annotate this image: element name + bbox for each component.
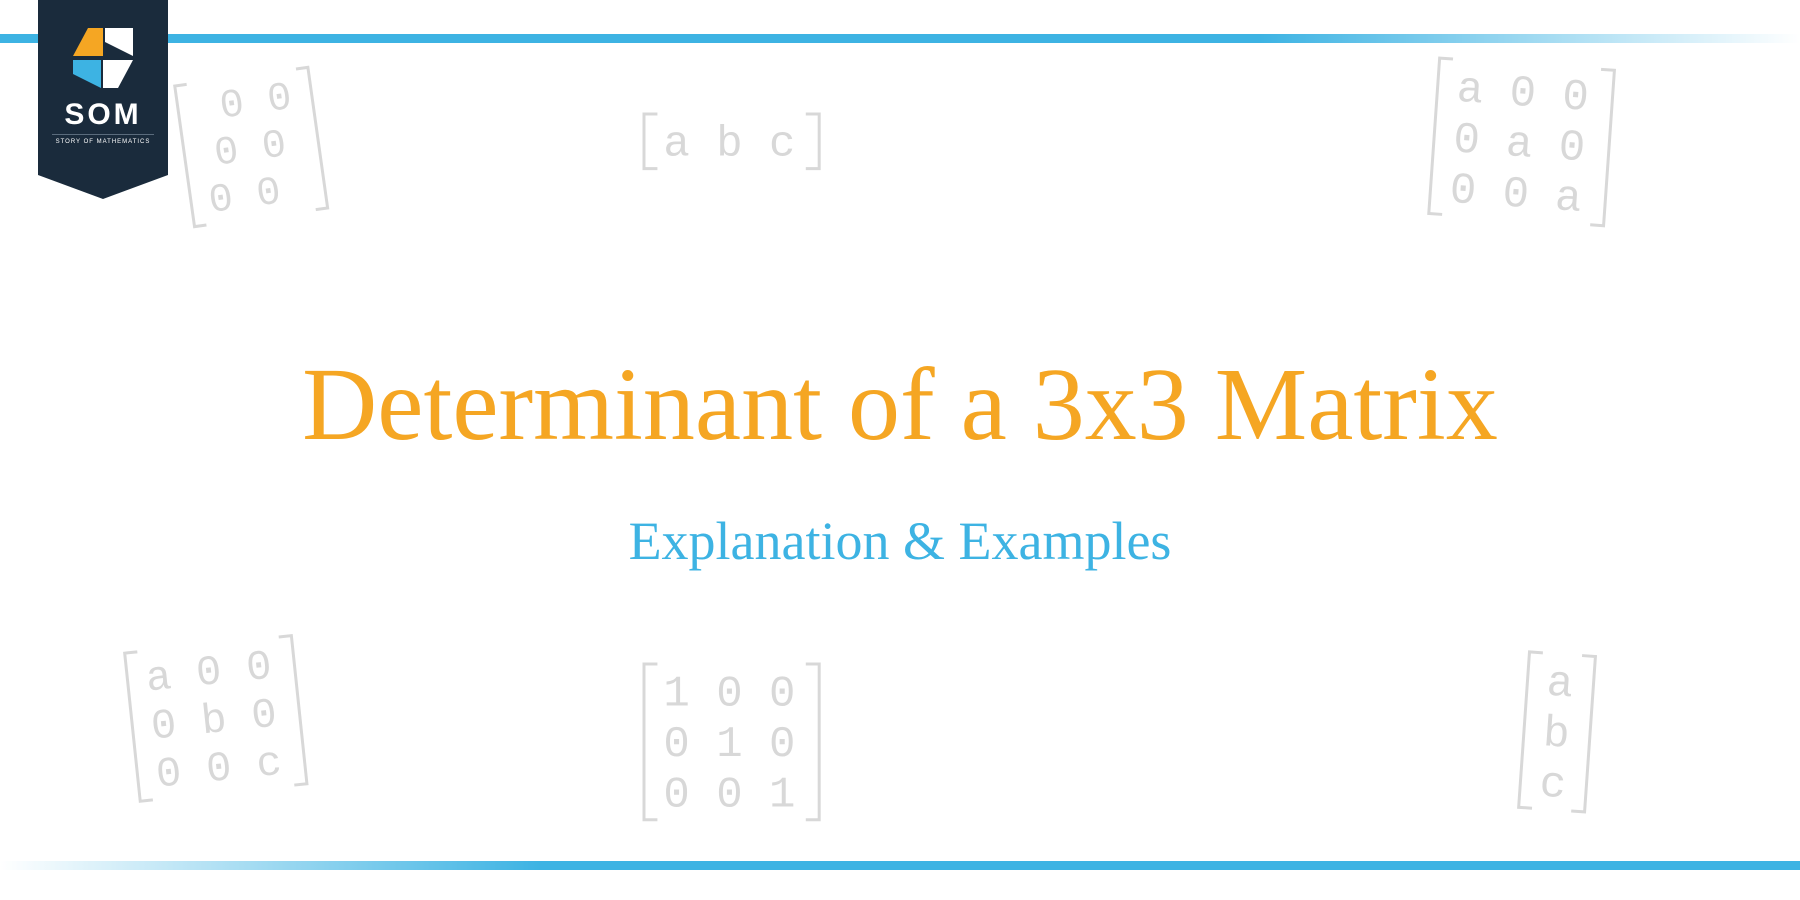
bottom-gradient-line xyxy=(0,861,1800,870)
svg-text:0 a 0: 0 a 0 xyxy=(1452,115,1587,174)
matrix-decoration-botcenter: 1 0 00 1 00 0 1 xyxy=(640,660,823,824)
top-gradient-line xyxy=(0,34,1800,43)
svg-text:b: b xyxy=(1541,709,1571,761)
logo-subtext: STORY OF MATHEMATICS xyxy=(52,134,154,145)
page-subtitle: Explanation & Examples xyxy=(0,510,1800,572)
matrix-decoration-topright: a 0 00 a 00 0 a xyxy=(1425,54,1619,230)
logo-badge: SOM STORY OF MATHEMATICS xyxy=(38,0,168,175)
svg-text:a: a xyxy=(1545,659,1575,711)
svg-text:a b c: a b c xyxy=(663,119,795,169)
matrix-decoration-botright: abc xyxy=(1514,648,1599,817)
svg-text:1 0 0: 1 0 0 xyxy=(663,669,795,719)
svg-text:c: c xyxy=(1538,760,1568,812)
svg-text:0 0 1: 0 0 1 xyxy=(663,771,795,821)
matrix-decoration-topleft: 0 00 00 0 xyxy=(170,63,332,231)
matrix-decoration-topcenter: a b c xyxy=(640,110,823,173)
svg-text:0 0: 0 0 xyxy=(212,123,290,178)
page-title: Determinant of a 3x3 Matrix xyxy=(0,345,1800,464)
logo-text: SOM xyxy=(38,98,168,132)
svg-text:0 0 a: 0 0 a xyxy=(1448,166,1583,225)
svg-text:0 1 0: 0 1 0 xyxy=(663,720,795,770)
svg-text:0 0: 0 0 xyxy=(206,170,284,225)
logo-icon xyxy=(73,28,133,88)
matrix-decoration-botleft: a 0 00 b 00 0 c xyxy=(120,631,311,805)
svg-text:0 0: 0 0 xyxy=(217,76,295,131)
svg-text:a 0 0: a 0 0 xyxy=(1455,65,1590,124)
